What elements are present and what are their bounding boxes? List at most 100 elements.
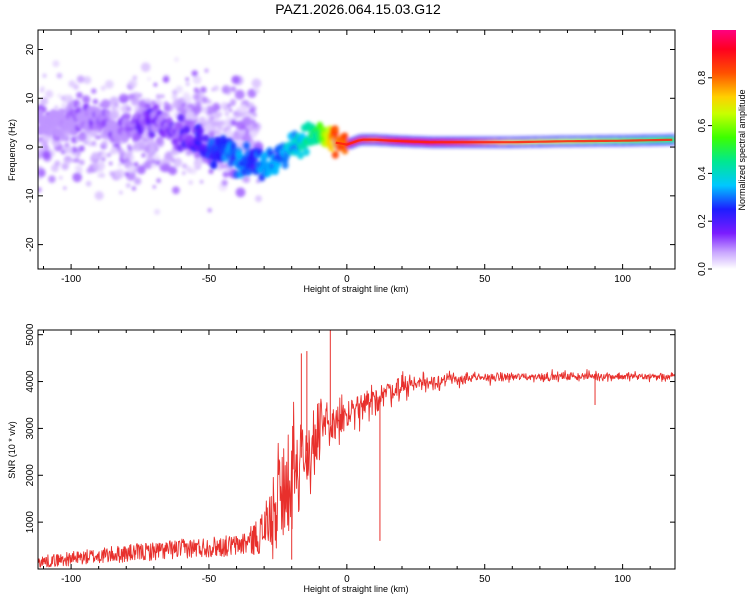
spectrogram-noise-blob bbox=[253, 113, 257, 117]
spectrogram-noise-blob bbox=[41, 150, 51, 160]
spectrogram-noise-blob bbox=[141, 153, 146, 158]
spectrogram-ridge-cell bbox=[156, 137, 164, 146]
spectrogram-noise-blob bbox=[54, 160, 61, 167]
spectrogram-noise-blob bbox=[243, 133, 252, 143]
spectrogram-xlabel: Height of straight line (km) bbox=[303, 284, 408, 294]
spectrogram-ridge-cell bbox=[210, 161, 218, 170]
colorbar-label: Normalized spectral amplitude bbox=[737, 89, 747, 210]
spectrogram-ridge-cell bbox=[175, 122, 183, 131]
spectrogram-noise-blob bbox=[120, 104, 129, 113]
spectrogram-noise-blob bbox=[253, 123, 258, 128]
spectrogram-noise-blob bbox=[185, 82, 190, 86]
spectrogram-noise-blob bbox=[231, 75, 240, 84]
spectrogram-noise-blob bbox=[218, 129, 223, 134]
spectrogram-noise-blob bbox=[239, 104, 248, 113]
spectrogram-ridge-cell bbox=[177, 113, 185, 122]
spectrogram-noise-blob bbox=[38, 149, 43, 158]
spectrogram-noise-blob bbox=[100, 85, 106, 91]
spectrogram-noise-blob bbox=[193, 87, 199, 93]
spectrogram-noise-blob bbox=[63, 186, 67, 190]
snr-marks bbox=[38, 330, 675, 568]
spectrogram-ridge-cell bbox=[67, 101, 75, 110]
spectrogram-noise-blob bbox=[251, 119, 256, 124]
chart-title: PAZ1.2026.064.15.03.G12 bbox=[275, 1, 441, 17]
colorbar-tick-label: 0.4 bbox=[697, 166, 708, 180]
spectrogram-noise-blob bbox=[128, 146, 133, 151]
spectrogram-noise-blob bbox=[52, 60, 60, 68]
spectrogram-noise-blob bbox=[85, 180, 92, 187]
spectrogram-noise-blob bbox=[255, 195, 262, 203]
spectrogram-noise-blob bbox=[213, 120, 221, 128]
spectrogram-noise-blob bbox=[40, 97, 49, 106]
colorbar-tick-label: 0.0 bbox=[697, 262, 708, 276]
spectrogram-noise-blob bbox=[175, 85, 183, 94]
spectrogram-noise-blob bbox=[82, 95, 91, 104]
spectrogram-xtick-label: 100 bbox=[614, 274, 631, 285]
spectrogram-noise-blob bbox=[76, 75, 85, 83]
spectrogram-noise-blob bbox=[171, 153, 176, 157]
spectrogram-noise-blob bbox=[38, 168, 46, 178]
snr-ytick-label: 4000 bbox=[25, 370, 36, 393]
spectrogram-noise-blob bbox=[78, 103, 83, 108]
spectrogram-noise-blob bbox=[202, 106, 207, 111]
spectrogram-noise-blob bbox=[74, 164, 82, 172]
spectrogram-noise-blob bbox=[194, 153, 200, 159]
spectrogram-noise-blob bbox=[41, 140, 48, 147]
spectrogram-ridge-cell bbox=[229, 141, 237, 150]
snr-panel: -100 -50 0 50 100 1000 2000 3000 4000 5000 Height… bbox=[7, 323, 676, 594]
colorbar-tick-label: 0.6 bbox=[697, 118, 708, 132]
spectrogram-ridge-cell bbox=[341, 146, 349, 155]
spectrogram-ridge-cell bbox=[132, 132, 140, 141]
spectrogram-noise-blob bbox=[56, 72, 63, 79]
spectrogram-ridge-cell bbox=[196, 134, 204, 143]
spectrogram-noise-blob bbox=[248, 107, 256, 114]
spectrogram-noise-blob bbox=[154, 208, 161, 215]
spectrogram-noise-blob bbox=[133, 177, 142, 185]
spectrogram-noise-blob bbox=[174, 57, 179, 62]
spectrogram-noise-blob bbox=[149, 144, 157, 153]
spectrogram-noise-blob bbox=[101, 140, 108, 147]
spectrogram-noise-blob bbox=[128, 79, 138, 89]
spectrogram-noise-blob bbox=[172, 99, 183, 109]
spectrogram-noise-blob bbox=[230, 119, 237, 126]
spectrogram-noise-blob bbox=[256, 89, 260, 94]
spectrogram-noise-blob bbox=[225, 129, 233, 138]
spectrogram-noise-blob bbox=[126, 106, 132, 112]
spectrogram-noise-blob bbox=[97, 174, 101, 178]
spectrogram-ylabel: Frequency (Hz) bbox=[7, 119, 17, 181]
spectrogram-noise-blob bbox=[193, 160, 202, 169]
spectrogram-noise-blob bbox=[71, 146, 78, 154]
spectrogram-noise-blob bbox=[100, 99, 111, 109]
spectrogram-noise-blob bbox=[229, 98, 237, 106]
spectrogram-ridge-cell bbox=[38, 127, 44, 136]
spectrogram-noise-blob bbox=[94, 144, 98, 148]
spectrogram-noise-blob bbox=[156, 178, 161, 183]
spectrogram-noise-blob bbox=[124, 171, 130, 177]
spectrogram-noise-blob bbox=[45, 90, 54, 99]
spectrogram-noise-blob bbox=[57, 93, 62, 98]
spectrogram-noise-blob bbox=[201, 96, 209, 104]
spectrogram-ridge-cell bbox=[327, 143, 335, 152]
spectrogram-noise-blob bbox=[118, 163, 122, 167]
snr-xtick-label: 100 bbox=[614, 574, 631, 585]
spectrogram-noise-blob bbox=[130, 97, 139, 106]
spectrogram-noise-blob bbox=[65, 146, 73, 154]
spectrogram-noise-blob bbox=[48, 175, 56, 183]
spectrogram-noise-blob bbox=[86, 167, 93, 174]
snr-xtick-label: 50 bbox=[479, 574, 491, 585]
snr-plot-area bbox=[38, 330, 675, 569]
spectrogram-noise-blob bbox=[109, 96, 119, 106]
snr-ylabel: SNR (10 * v/v) bbox=[7, 421, 17, 479]
spectrogram-noise-blob bbox=[144, 102, 151, 109]
spectrogram-noise-blob bbox=[161, 94, 165, 98]
spectrogram-noise-blob bbox=[198, 116, 207, 125]
spectrogram-noise-blob bbox=[54, 105, 59, 110]
spectrogram-noise-blob bbox=[193, 105, 202, 114]
spectrogram-ridge-cell bbox=[297, 151, 304, 160]
snr-axes: -100 -50 0 50 100 1000 2000 3000 4000 5000 bbox=[25, 323, 675, 585]
spectrogram-noise-blob bbox=[210, 116, 214, 120]
spectrogram-noise-blob bbox=[153, 82, 158, 87]
spectrogram-noise-blob bbox=[152, 153, 161, 161]
